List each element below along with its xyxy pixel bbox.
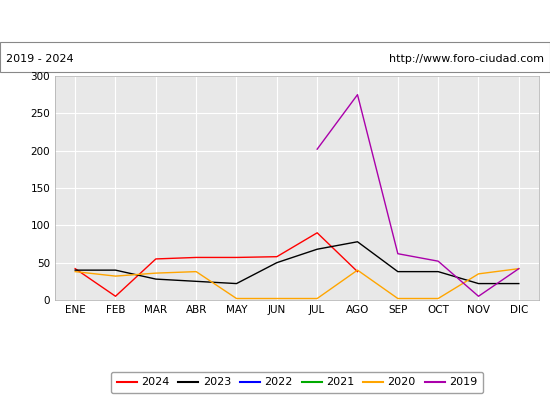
Text: 2019 - 2024: 2019 - 2024 — [6, 54, 73, 64]
Text: Evolucion Nº Turistas Extranjeros en el municipio de Aljuén: Evolucion Nº Turistas Extranjeros en el … — [70, 14, 480, 28]
Legend: 2024, 2023, 2022, 2021, 2020, 2019: 2024, 2023, 2022, 2021, 2020, 2019 — [111, 372, 483, 393]
Text: http://www.foro-ciudad.com: http://www.foro-ciudad.com — [389, 54, 544, 64]
